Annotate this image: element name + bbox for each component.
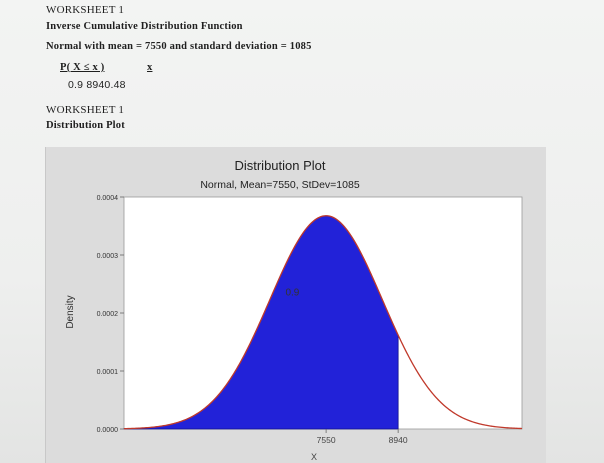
chart-subtitle: Normal, Mean=7550, StDev=1085	[200, 179, 360, 191]
column-header-x: x	[147, 62, 153, 73]
worksheet2-subtitle: Distribution Plot	[46, 120, 125, 131]
y-tick-label: 0.0000	[97, 427, 119, 434]
distribution-chart: Distribution Plot Normal, Mean=7550, StD…	[65, 158, 523, 462]
chart-marks: 0.0000 0.0001 0.0002 0.0003 0.0004 7550 8940 0.…	[97, 195, 523, 445]
y-axis-label: Density	[65, 295, 76, 328]
y-tick-label: 0.0001	[97, 369, 119, 376]
worksheet2-title: WORKSHEET 1	[46, 104, 125, 116]
x-tick-label: 7550	[317, 435, 336, 445]
region-probability-label: 0.9	[285, 288, 299, 299]
result-row: 0.9 8940.48	[68, 79, 126, 91]
worksheet1-description: Normal with mean = 7550 and standard dev…	[46, 41, 312, 52]
y-tick-label: 0.0002	[97, 311, 119, 318]
y-tick-label: 0.0003	[97, 253, 119, 260]
density-curve	[123, 215, 523, 430]
chart-title: Distribution Plot	[234, 158, 325, 173]
worksheet1-subtitle: Inverse Cumulative Distribution Function	[46, 21, 243, 32]
y-tick-label: 0.0004	[97, 195, 119, 202]
worksheet1-title: WORKSHEET 1	[46, 4, 125, 16]
x-tick-label: 8940	[389, 435, 408, 445]
x-axis-label: X	[311, 452, 317, 462]
column-header-probability: P( X ≤ x )	[60, 62, 105, 73]
chart-panel: Distribution Plot Normal, Mean=7550, StD…	[45, 147, 546, 463]
